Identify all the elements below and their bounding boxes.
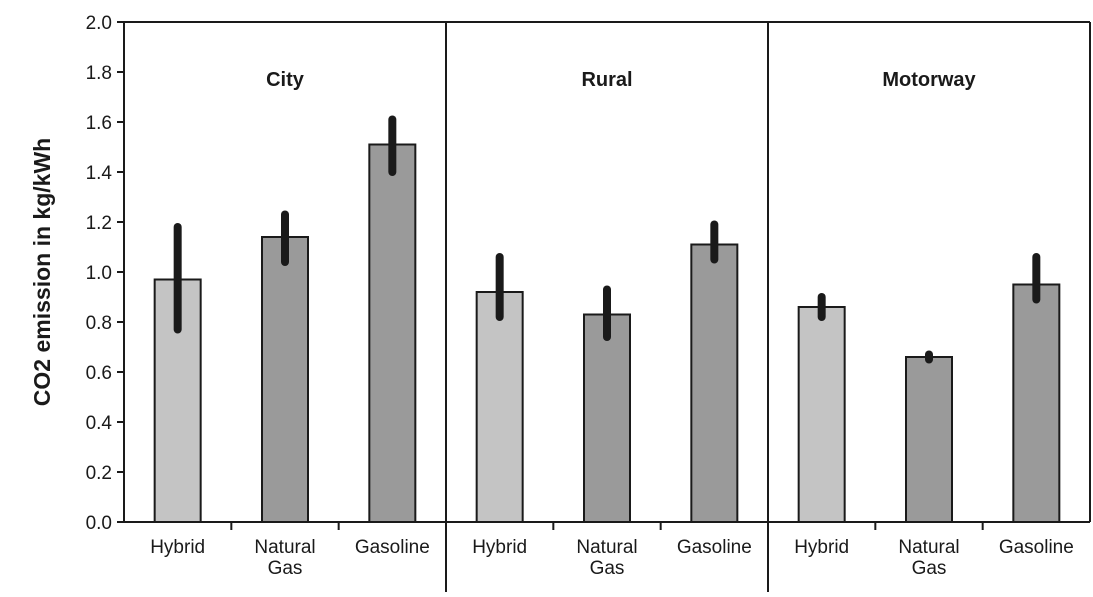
panel-title: Motorway — [882, 69, 976, 91]
panel-title: City — [266, 69, 305, 91]
y-tick-label: 1.0 — [86, 263, 112, 284]
y-tick-label: 0.0 — [86, 513, 112, 534]
category-label: Hybrid — [794, 537, 849, 558]
bar — [368, 143, 417, 523]
panel-title: Rural — [581, 69, 632, 91]
category-label: Gasoline — [677, 537, 752, 558]
bar — [797, 306, 846, 523]
category-label: Gasoline — [355, 537, 430, 558]
category-label: Natural — [898, 537, 959, 558]
y-axis-title: CO2 emission in kg/kWh — [29, 138, 55, 406]
category-label: Gas — [590, 558, 625, 579]
y-tick-label: 2.0 — [86, 13, 112, 34]
category-label: Gasoline — [999, 537, 1074, 558]
y-tick-label: 1.4 — [86, 163, 113, 184]
bar — [583, 313, 631, 523]
category-label: Natural — [254, 537, 315, 558]
bar — [261, 236, 309, 523]
bar — [690, 243, 739, 523]
y-tick-label: 1.2 — [86, 213, 112, 234]
y-tick-label: 0.6 — [86, 363, 112, 384]
y-tick-label: 1.8 — [86, 63, 112, 84]
bar — [905, 356, 953, 523]
bar — [475, 291, 524, 523]
category-label: Gas — [912, 558, 947, 579]
y-tick-label: 1.6 — [86, 113, 112, 134]
y-tick-label: 0.4 — [86, 413, 113, 434]
labels-layer: 0.0 0.2 0.4 0.6 0.8 1.0 1.2 1.4 1.6 1.8 2.0 CO2 emi… — [29, 13, 1074, 579]
category-label: Hybrid — [150, 537, 205, 558]
bars-layer — [153, 115, 1061, 523]
y-tick-label: 0.2 — [86, 463, 112, 484]
category-label: Natural — [576, 537, 637, 558]
y-tick-label: 0.8 — [86, 313, 112, 334]
category-label: Gas — [268, 558, 303, 579]
category-label: Hybrid — [472, 537, 527, 558]
bar — [1012, 283, 1061, 523]
